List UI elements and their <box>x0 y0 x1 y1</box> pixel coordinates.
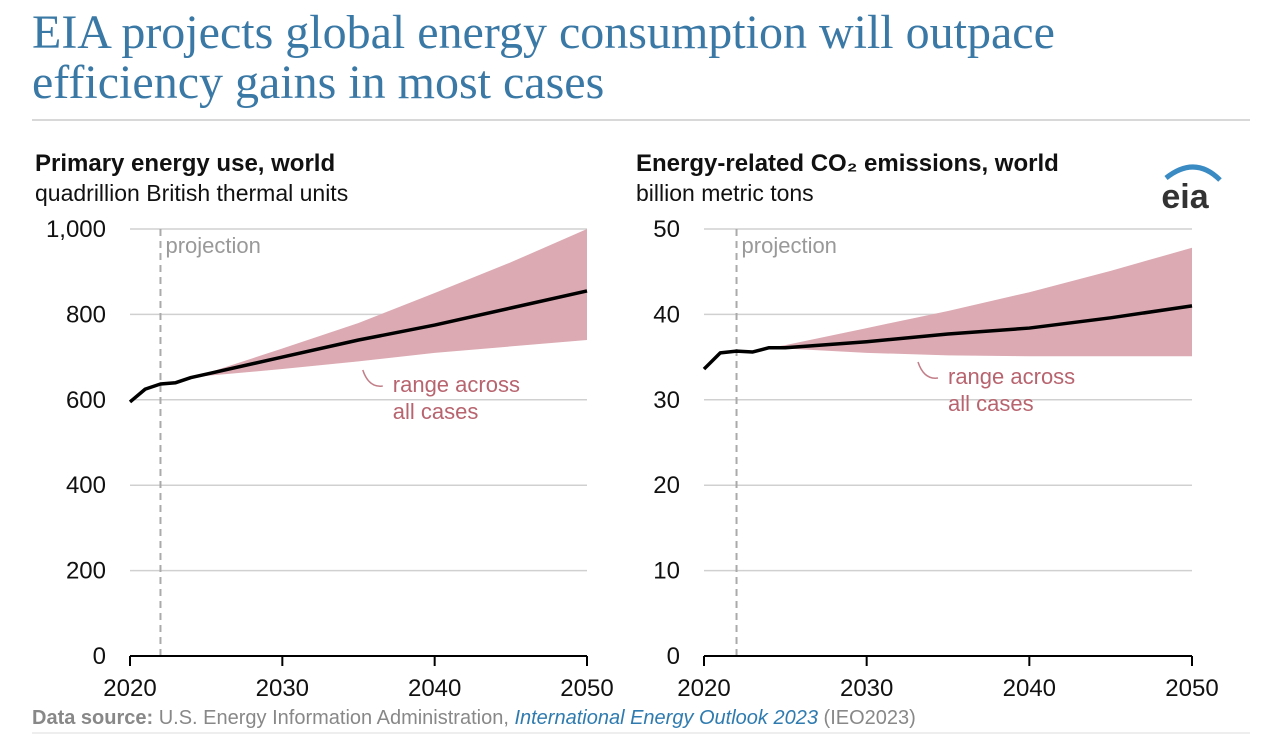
x-tick-label: 2020 <box>103 675 156 702</box>
chart-title: Energy-related CO₂ emissions, world <box>636 150 1059 177</box>
chart-title: Primary energy use, world <box>35 150 335 177</box>
y-tick-label: 50 <box>653 216 680 243</box>
source-link[interactable]: International Energy Outlook 2023 <box>514 707 818 729</box>
chart-subtitle: billion metric tons <box>636 180 814 206</box>
y-tick-label: 800 <box>66 301 106 328</box>
source-label: Data source: <box>32 707 153 729</box>
source-text: U.S. Energy Information Administration, <box>159 707 509 729</box>
x-tick-label: 2030 <box>840 675 893 702</box>
series-line <box>128 289 588 404</box>
y-tick-label: 10 <box>653 558 680 585</box>
x-tick-label: 2020 <box>677 675 730 702</box>
annotation-leader <box>362 369 383 387</box>
annotation-leader <box>917 361 939 379</box>
range-band <box>190 229 587 378</box>
x-tick-label: 2050 <box>1165 675 1218 702</box>
logo-arc <box>1164 164 1222 182</box>
projection-label: projection <box>742 233 837 258</box>
y-tick-label: 20 <box>653 472 680 499</box>
x-tick-label: 2040 <box>408 675 461 702</box>
annotation: all cases <box>393 399 479 424</box>
annotation: range across <box>948 364 1075 389</box>
annotation: range across <box>393 372 520 397</box>
y-tick-label: 200 <box>66 558 106 585</box>
y-tick-label: 40 <box>653 301 680 328</box>
range-band <box>769 247 1192 357</box>
series-line <box>702 304 1193 371</box>
y-tick-label: 400 <box>66 472 106 499</box>
x-tick-label: 2040 <box>1003 675 1056 702</box>
chart-subtitle: quadrillion British thermal units <box>35 180 348 206</box>
page-title: efficiency gains in most cases <box>32 56 604 109</box>
y-tick-label: 30 <box>653 387 680 414</box>
source: Data source: U.S. Energy Information Adm… <box>32 707 916 729</box>
logo: eia <box>1161 178 1209 216</box>
y-tick-label: 0 <box>667 643 680 670</box>
y-tick-label: 1,000 <box>46 216 106 243</box>
projection-label: projection <box>165 233 260 258</box>
source-suffix: (IEO2023) <box>824 707 916 729</box>
page-title: EIA projects global energy consumption w… <box>32 6 1055 59</box>
y-tick-label: 0 <box>93 643 106 670</box>
annotation: all cases <box>948 391 1034 416</box>
x-tick-label: 2030 <box>256 675 309 702</box>
y-tick-label: 600 <box>66 387 106 414</box>
x-tick-label: 2050 <box>560 675 613 702</box>
